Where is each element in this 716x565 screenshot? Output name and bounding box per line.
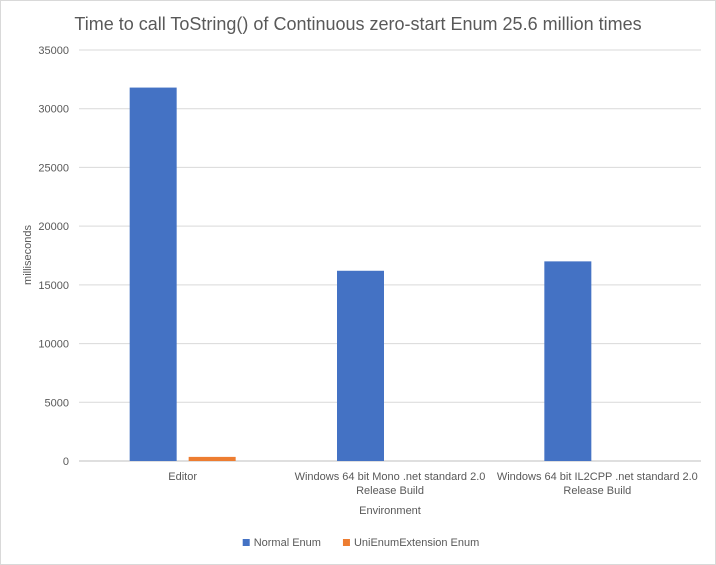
legend-item: Normal Enum: [242, 537, 321, 549]
x-tick-label: Windows 64 bit IL2CPP .net standard 2.0: [497, 471, 698, 483]
x-tick-label: Release Build: [356, 485, 424, 497]
bar-normal-enum: [337, 270, 384, 461]
legend: Normal Enum UniEnumExtension Enum: [242, 537, 479, 549]
bars: [129, 87, 592, 461]
legend-swatch: [242, 539, 250, 546]
y-tick-label: 20000: [38, 221, 69, 233]
legend-swatch: [342, 539, 350, 546]
y-axis-ticks: 0 5000 10000 15000 20000 25000 30000 35000: [38, 45, 69, 468]
gridlines: [79, 49, 701, 462]
y-tick-label: 0: [63, 456, 69, 468]
y-tick-label: 25000: [38, 162, 69, 174]
bar-normal-enum: [129, 87, 177, 461]
x-axis-title: Environment: [359, 505, 421, 517]
x-tick-label: Windows 64 bit Mono .net standard 2.0: [295, 471, 486, 483]
legend-item: UniEnumExtension Enum: [342, 537, 479, 549]
y-tick-label: 15000: [38, 280, 69, 292]
y-tick-label: 30000: [38, 104, 69, 116]
chart-title: Time to call ToString() of Continuous ze…: [74, 14, 641, 34]
legend-label: Normal Enum: [254, 537, 321, 549]
x-axis-ticks: Editor Windows 64 bit Mono .net standard …: [168, 471, 698, 497]
x-tick-label: Editor: [168, 471, 197, 483]
bar-unienumextension-enum: [188, 456, 236, 461]
bar-normal-enum: [544, 261, 592, 461]
y-tick-label: 10000: [38, 339, 69, 351]
legend-label: UniEnumExtension Enum: [354, 537, 479, 549]
x-tick-label: Release Build: [563, 485, 631, 497]
y-axis-title: milliseconds: [22, 225, 34, 285]
y-tick-label: 35000: [38, 45, 69, 57]
y-tick-label: 5000: [45, 397, 69, 409]
